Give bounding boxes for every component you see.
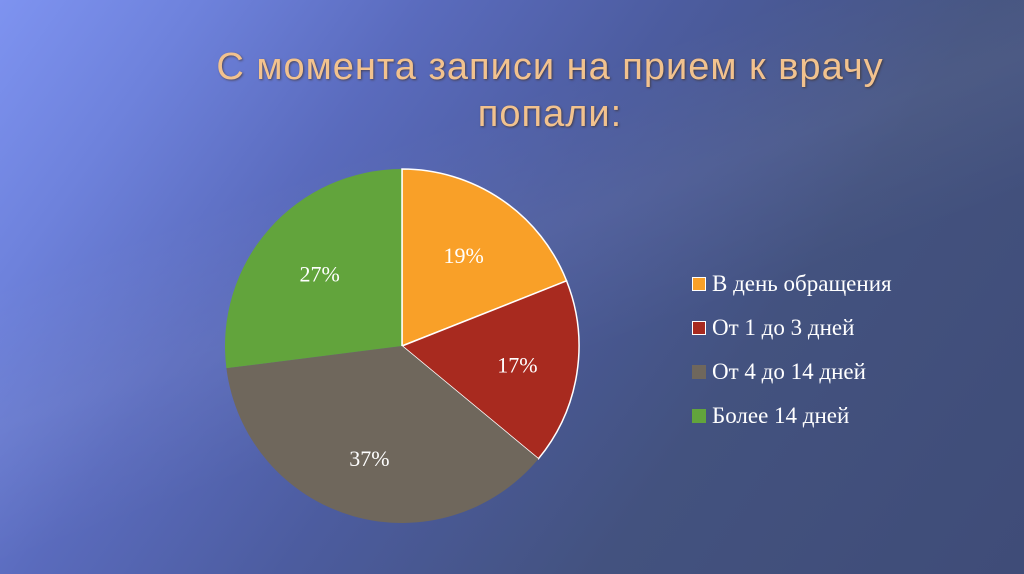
pie-label: 37% — [349, 446, 389, 471]
legend-swatch — [692, 277, 706, 291]
legend-item-4-14-days: От 4 до 14 дней — [692, 350, 892, 394]
legend-item-same-day: В день обращения — [692, 262, 892, 306]
legend-item-1-3-days: От 1 до 3 дней — [692, 306, 892, 350]
pie-slice-over-14-days — [224, 169, 402, 369]
pie-label: 19% — [444, 243, 484, 268]
legend-label: От 1 до 3 дней — [712, 315, 855, 340]
title-line-1: С момента записи на прием к врачу — [216, 46, 884, 88]
chart-legend: В день обращения От 1 до 3 дней От 4 до … — [692, 262, 892, 438]
legend-label: В день обращения — [712, 271, 892, 296]
pie-label: 17% — [497, 352, 537, 377]
pie-slices — [224, 168, 580, 524]
pie-labels: 19% 17% 37% 27% — [300, 243, 538, 471]
legend-swatch — [692, 321, 706, 335]
pie-slice-same-day — [401, 168, 568, 348]
pie-slice-1-3-days — [400, 279, 580, 460]
legend-label: От 4 до 14 дней — [712, 359, 866, 384]
legend-label: Более 14 дней — [712, 403, 850, 428]
slide-title: С момента записи на прием к врачу попали… — [150, 44, 950, 138]
legend-item-over-14-days: Более 14 дней — [692, 394, 892, 438]
legend-swatch — [692, 365, 706, 379]
pie-label: 27% — [300, 261, 340, 286]
title-line-2: попали: — [477, 93, 623, 135]
pie-slice-4-14-days — [226, 346, 539, 524]
legend-swatch — [692, 409, 706, 423]
